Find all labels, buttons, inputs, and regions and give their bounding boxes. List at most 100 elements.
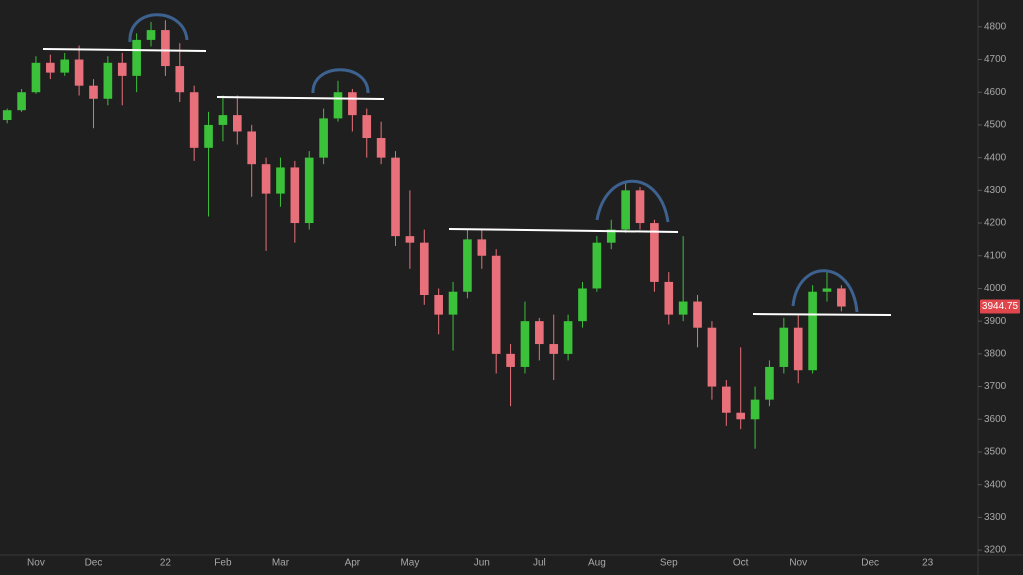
candle-body bbox=[146, 30, 156, 40]
x-tick-label: Apr bbox=[345, 558, 361, 569]
y-tick-label: 3800 bbox=[984, 349, 1007, 360]
y-tick-label: 3700 bbox=[984, 381, 1007, 392]
candle-body bbox=[707, 327, 717, 387]
candle-body bbox=[563, 321, 573, 354]
candle-body bbox=[463, 239, 472, 292]
candle-body bbox=[319, 118, 328, 158]
y-tick-label: 4300 bbox=[984, 185, 1007, 196]
y-tick-label: 4500 bbox=[984, 120, 1007, 131]
candle-body bbox=[477, 239, 487, 256]
y-tick-label: 4000 bbox=[984, 283, 1007, 294]
x-tick-label: Sep bbox=[660, 558, 678, 569]
y-tick-label: 3300 bbox=[984, 512, 1007, 523]
y-tick-label: 4200 bbox=[984, 218, 1007, 229]
candle-body bbox=[362, 115, 372, 139]
candle-body bbox=[261, 164, 271, 194]
candle-body bbox=[434, 294, 443, 315]
candle-body bbox=[664, 281, 674, 315]
candle-body bbox=[808, 291, 817, 371]
candle-body bbox=[31, 62, 41, 93]
candle-body bbox=[405, 236, 415, 243]
candle-body bbox=[837, 288, 846, 307]
top-arc bbox=[595, 179, 670, 223]
x-tick-label: Dec bbox=[861, 558, 879, 569]
x-tick-label: 22 bbox=[160, 558, 172, 569]
y-tick-label: 3200 bbox=[984, 545, 1007, 556]
y-tick-label: 4600 bbox=[984, 87, 1007, 98]
candle-body bbox=[448, 291, 458, 315]
candle-body bbox=[779, 327, 789, 367]
candle-body bbox=[678, 301, 688, 315]
candle-body bbox=[506, 353, 515, 367]
candle-body bbox=[650, 223, 659, 282]
candle-body bbox=[89, 85, 98, 99]
x-tick-label: Nov bbox=[789, 558, 807, 569]
candle-body bbox=[693, 301, 702, 328]
candle-body bbox=[132, 39, 141, 76]
last-price-box bbox=[980, 299, 1020, 314]
x-tick-label: Feb bbox=[214, 558, 232, 569]
candle-body bbox=[578, 288, 587, 322]
candle-body bbox=[822, 288, 832, 292]
candle-body bbox=[276, 167, 285, 194]
plot bbox=[2, 20, 846, 449]
x-tick-label: 23 bbox=[922, 558, 934, 569]
resistance-line bbox=[752, 313, 892, 316]
candle-body bbox=[491, 255, 501, 354]
candle-body bbox=[204, 124, 213, 148]
y-tick-label: 4400 bbox=[984, 152, 1007, 163]
y-tick-label: 4800 bbox=[984, 21, 1007, 32]
candle-body bbox=[750, 399, 760, 420]
x-tick-label: Dec bbox=[85, 558, 103, 569]
candle-body bbox=[535, 321, 544, 345]
candle-body bbox=[161, 30, 170, 67]
candle-body bbox=[348, 92, 357, 116]
candle-body bbox=[520, 321, 530, 367]
candle-body bbox=[103, 62, 113, 99]
y-tick-label: 3900 bbox=[984, 316, 1007, 327]
x-tick-label: Nov bbox=[27, 558, 45, 569]
candle-body bbox=[290, 167, 300, 224]
x-tick-label: Aug bbox=[588, 558, 606, 569]
x-tick-label: Oct bbox=[733, 558, 749, 569]
resistance-line bbox=[448, 228, 679, 233]
candle-body bbox=[247, 131, 257, 165]
candle-body bbox=[736, 412, 746, 420]
candle-body bbox=[635, 190, 645, 224]
candle-body bbox=[765, 366, 774, 400]
candle-body bbox=[793, 327, 803, 371]
candle-body bbox=[60, 59, 70, 73]
candle-body bbox=[2, 110, 12, 121]
candle-body bbox=[391, 157, 400, 237]
annotations bbox=[42, 13, 892, 316]
candle-body bbox=[376, 138, 386, 158]
candle-body bbox=[46, 62, 55, 73]
candle-body bbox=[606, 229, 616, 243]
x-tick-label: Mar bbox=[272, 558, 290, 569]
candle-body bbox=[17, 92, 26, 111]
x-tick-label: Jun bbox=[474, 558, 490, 569]
top-arc bbox=[311, 68, 370, 94]
resistance-line bbox=[42, 48, 207, 52]
candle-body bbox=[333, 92, 343, 119]
candle-body bbox=[189, 92, 199, 148]
y-tick-label: 4700 bbox=[984, 54, 1007, 65]
candle-body bbox=[549, 344, 559, 354]
candle-body bbox=[419, 242, 429, 295]
top-arc bbox=[791, 269, 859, 313]
y-tick-label: 4100 bbox=[984, 250, 1007, 261]
candle-body bbox=[232, 115, 242, 132]
y-tick-label: 3400 bbox=[984, 479, 1007, 490]
x-tick-label: Jul bbox=[533, 558, 546, 569]
candle-body bbox=[218, 115, 228, 125]
candle-body bbox=[304, 157, 314, 224]
resistance-line bbox=[216, 96, 385, 100]
x-tick-label: May bbox=[400, 558, 419, 569]
candle-body bbox=[592, 242, 602, 289]
candle-body bbox=[621, 190, 630, 230]
candle-body bbox=[175, 66, 185, 93]
candle-body bbox=[117, 62, 127, 76]
last-price-label: 3944.75 bbox=[982, 301, 1019, 312]
